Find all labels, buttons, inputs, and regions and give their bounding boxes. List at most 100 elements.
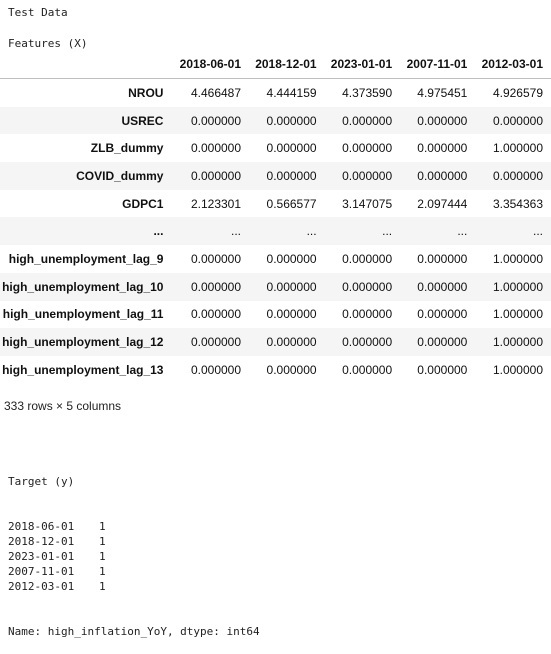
table-cell: 0.000000 bbox=[342, 335, 393, 350]
table-cell: 2.097444 bbox=[417, 196, 468, 211]
table-cell: 4.975451 bbox=[417, 85, 468, 100]
series-entry: 2023-01-01 1 bbox=[8, 549, 260, 564]
table-cell: 0.000000 bbox=[190, 335, 242, 350]
table-cell: 0.000000 bbox=[342, 141, 393, 156]
series-value: 1 bbox=[99, 535, 106, 548]
series-value: 1 bbox=[99, 550, 106, 563]
table-cell: 0.566577 bbox=[266, 196, 317, 211]
table-cell: ... bbox=[382, 224, 393, 239]
table-cell: 0.000000 bbox=[417, 362, 468, 377]
table-cell: 0.000000 bbox=[190, 251, 242, 266]
row-index-label: high_unemployment_lag_11 bbox=[2, 307, 164, 322]
table-cell: 3.354363 bbox=[492, 196, 543, 211]
table-cell: 0.000000 bbox=[190, 113, 242, 128]
row-index-label: ... bbox=[153, 224, 164, 239]
row-index-label: NROU bbox=[128, 85, 164, 100]
row-index-label: COVID_dummy bbox=[76, 168, 164, 183]
target-series-output: Target (y) 2018-06-01 1 2018-12-01 1 2023-01… bbox=[8, 444, 260, 654]
series-index: 2012-03-01 bbox=[8, 580, 75, 593]
target-label: Target (y) bbox=[8, 475, 75, 488]
table-cell: 0.000000 bbox=[417, 251, 468, 266]
row-index-label: GDPC1 bbox=[122, 196, 164, 211]
table-cell: 1.000000 bbox=[492, 307, 543, 322]
table-cell: 0.000000 bbox=[417, 168, 468, 183]
row-index-label: ZLB_dummy bbox=[90, 141, 164, 156]
table-cell: 0.000000 bbox=[190, 362, 242, 377]
row-index-label: high_unemployment_lag_13 bbox=[2, 362, 164, 377]
table-cell: 0.000000 bbox=[266, 335, 317, 350]
series-entry: 2012-03-01 1 bbox=[8, 579, 260, 594]
series-value: 1 bbox=[99, 565, 106, 578]
row-index-label: high_unemployment_lag_9 bbox=[8, 251, 164, 266]
table-cell: 0.000000 bbox=[492, 113, 543, 128]
column-header: 2012-03-01 bbox=[475, 50, 551, 79]
table-row: high_unemployment_lag_9 0.000000 0.000000 0… bbox=[0, 245, 551, 273]
column-header: 2018-06-01 bbox=[173, 50, 250, 79]
table-row: NROU 4.466487 4.444159 4.373590 4.975451 4.92… bbox=[0, 79, 551, 107]
table-cell: 0.000000 bbox=[190, 141, 242, 156]
dataframe-header-row: 2018-06-01 2018-12-01 2023-01-01 2007-11… bbox=[0, 50, 551, 79]
table-cell: 1.000000 bbox=[492, 335, 543, 350]
table-cell: 0.000000 bbox=[266, 279, 317, 294]
table-cell: 2.123301 bbox=[190, 196, 242, 211]
table-cell: 0.000000 bbox=[266, 362, 317, 377]
table-row: high_unemployment_lag_11 0.000000 0.000000… bbox=[0, 301, 551, 329]
table-cell: 0.000000 bbox=[492, 168, 543, 183]
features-label: Features (X) bbox=[8, 37, 88, 50]
table-cell: ... bbox=[231, 224, 242, 239]
table-cell: 0.000000 bbox=[342, 113, 393, 128]
test-data-label: Test Data bbox=[8, 6, 68, 19]
table-cell: 1.000000 bbox=[492, 279, 543, 294]
table-cell: 0.000000 bbox=[417, 279, 468, 294]
table-cell: 0.000000 bbox=[190, 307, 242, 322]
row-index-label: USREC bbox=[121, 113, 164, 128]
table-cell: 0.000000 bbox=[266, 113, 317, 128]
table-cell: 1.000000 bbox=[492, 362, 543, 377]
table-cell: 1.000000 bbox=[492, 141, 543, 156]
table-cell: 0.000000 bbox=[190, 279, 242, 294]
table-cell: 0.000000 bbox=[266, 141, 317, 156]
table-cell: 0.000000 bbox=[342, 362, 393, 377]
table-cell: 4.444159 bbox=[266, 85, 317, 100]
series-value: 1 bbox=[99, 520, 106, 533]
series-entry: 2018-12-01 1 bbox=[8, 534, 260, 549]
table-row: ZLB_dummy 0.000000 0.000000 0.000000 0.00000… bbox=[0, 134, 551, 162]
table-row: high_unemployment_lag_13 0.000000 0.000000… bbox=[0, 356, 551, 384]
row-index-label: high_unemployment_lag_12 bbox=[2, 335, 164, 350]
table-cell: 4.373590 bbox=[342, 85, 393, 100]
table-cell: 0.000000 bbox=[342, 251, 393, 266]
dataframe-shape-note: 333 rows × 5 columns bbox=[4, 399, 122, 413]
table-cell: 0.000000 bbox=[342, 168, 393, 183]
table-cell: 0.000000 bbox=[266, 251, 317, 266]
table-row: GDPC1 2.123301 0.566577 3.147075 2.097444 3.3… bbox=[0, 190, 551, 218]
table-cell: 0.000000 bbox=[342, 307, 393, 322]
table-row: high_unemployment_lag_12 0.000000 0.000000… bbox=[0, 328, 551, 356]
table-cell: 4.466487 bbox=[190, 85, 242, 100]
table-cell: 0.000000 bbox=[417, 141, 468, 156]
table-cell: 1.000000 bbox=[492, 251, 543, 266]
table-cell: ... bbox=[457, 224, 468, 239]
series-index: 2023-01-01 bbox=[8, 550, 75, 563]
table-cell: 0.000000 bbox=[266, 307, 317, 322]
series-value: 1 bbox=[99, 580, 106, 593]
series-index: 2018-12-01 bbox=[8, 535, 75, 548]
index-header bbox=[0, 50, 174, 79]
features-dataframe: 2018-06-01 2018-12-01 2023-01-01 2007-11… bbox=[0, 50, 551, 384]
table-cell: 0.000000 bbox=[417, 335, 468, 350]
row-index-label: high_unemployment_lag_10 bbox=[2, 279, 164, 294]
table-row: USREC 0.000000 0.000000 0.000000 0.000000 0.0… bbox=[0, 106, 551, 135]
series-entry: 2018-06-01 1 bbox=[8, 519, 260, 534]
series-footer: Name: high_inflation_YoY, dtype: int64 bbox=[8, 625, 260, 638]
table-row: high_unemployment_lag_10 0.000000 0.000000… bbox=[0, 272, 551, 301]
table-cell: 0.000000 bbox=[190, 168, 242, 183]
series-entry: 2007-11-01 1 bbox=[8, 564, 260, 579]
table-cell: 0.000000 bbox=[417, 307, 468, 322]
table-cell: 4.926579 bbox=[492, 85, 543, 100]
series-index: 2018-06-01 bbox=[8, 520, 75, 533]
table-row: COVID_dummy 0.000000 0.000000 0.000000 0.000… bbox=[0, 162, 551, 190]
series-index: 2007-11-01 bbox=[8, 565, 75, 578]
column-header: 2023-01-01 bbox=[324, 50, 401, 79]
column-header: 2007-11-01 bbox=[400, 50, 476, 79]
table-cell: 0.000000 bbox=[266, 168, 317, 183]
table-cell: ... bbox=[532, 224, 543, 239]
